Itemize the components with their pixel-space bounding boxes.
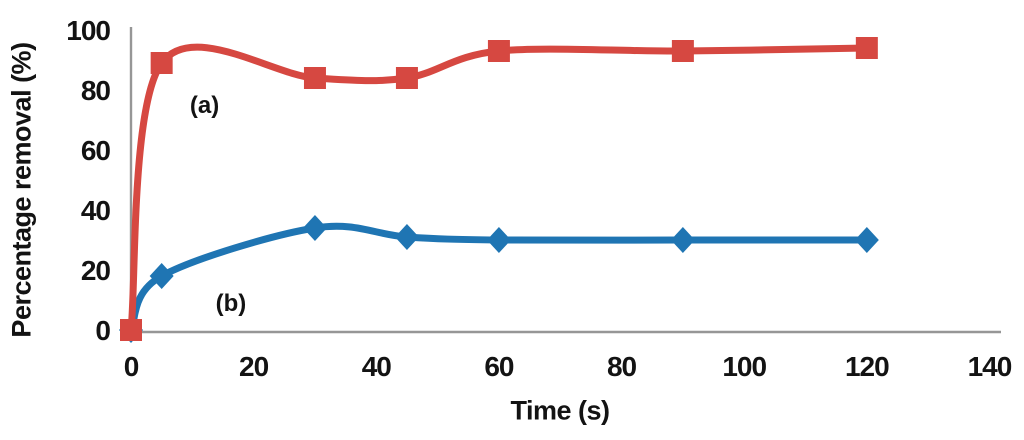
y-tick-label: 80 [81, 75, 111, 106]
series-a-marker [487, 40, 510, 62]
y-tick-label: 60 [81, 135, 111, 166]
series-a-marker [855, 37, 878, 59]
series-b-marker [394, 224, 419, 250]
y-tick-label: 40 [81, 195, 111, 226]
series-b-marker [149, 263, 174, 289]
series-a-marker [303, 67, 326, 89]
series-a-line [127, 43, 871, 334]
annotation-0: (a) [189, 91, 220, 119]
series-b-line [127, 222, 871, 334]
x-tick-label: 80 [607, 351, 637, 382]
series-b-marker [854, 227, 879, 253]
y-tick-label: 100 [66, 15, 110, 46]
series-b-marker [302, 215, 327, 241]
series-a-marker [395, 67, 418, 89]
series-a-marker [150, 52, 173, 74]
y-axis-title: Percentage removal (%) [6, 42, 37, 338]
x-tick-label: 140 [968, 351, 1012, 382]
series-b-marker [670, 227, 695, 253]
series-a-marker [671, 40, 694, 62]
x-tick-label: 100 [722, 351, 766, 382]
annotation-1: (b) [215, 289, 247, 317]
x-tick-label: 40 [362, 351, 392, 382]
y-tick-label: 20 [81, 255, 111, 286]
x-tick-label: 20 [239, 351, 269, 382]
x-tick-label: 120 [845, 351, 889, 382]
series-a-marker [120, 319, 142, 341]
x-tick-label: 60 [484, 351, 514, 382]
series-b-marker [486, 227, 511, 253]
y-tick-label: 0 [95, 315, 110, 346]
x-axis-title: Time (s) [510, 395, 610, 426]
x-tick-label: 0 [124, 351, 139, 382]
